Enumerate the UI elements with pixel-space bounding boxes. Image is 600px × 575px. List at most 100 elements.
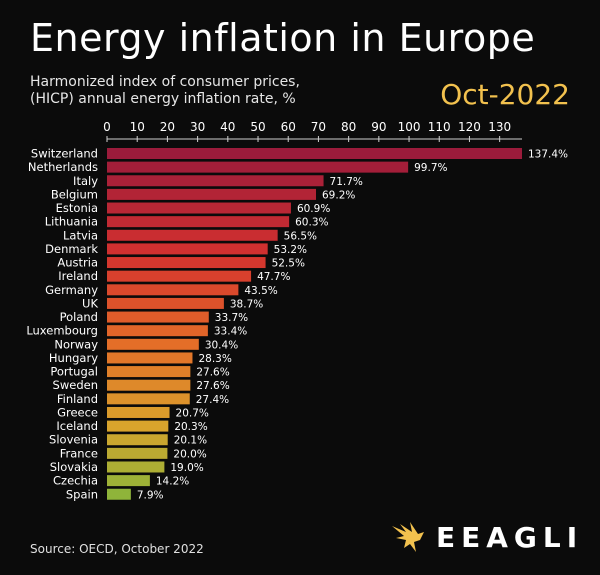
bar [107, 202, 291, 214]
x-tick-label: 10 [130, 120, 145, 134]
category-label: Norway [54, 337, 98, 351]
logo-text: EEAGLI [436, 520, 584, 554]
category-label: Iceland [56, 419, 98, 433]
bar [107, 420, 169, 432]
subtitle-line-2: (HICP) annual energy inflation rate, % [30, 91, 296, 107]
bar [107, 393, 190, 405]
bar [107, 338, 199, 350]
value-label: 19.0% [170, 462, 203, 474]
category-label: Belgium [51, 187, 98, 201]
bar [107, 352, 193, 364]
value-label: 7.9% [137, 489, 164, 501]
bar [107, 379, 191, 391]
value-label: 30.4% [205, 339, 238, 351]
category-label: Poland [60, 310, 98, 324]
bar [107, 406, 170, 418]
category-label: Hungary [49, 351, 98, 365]
x-tick-label: 100 [398, 120, 421, 134]
category-label: Luxembourg [26, 324, 98, 338]
value-label: 60.3% [295, 217, 328, 229]
bars-group [107, 148, 522, 500]
category-label: Austria [57, 256, 98, 270]
bar [107, 270, 252, 282]
category-label: Ireland [58, 269, 98, 283]
category-label: Lithuania [45, 215, 98, 229]
bar [107, 475, 150, 487]
category-label: Czechia [53, 474, 98, 488]
category-label: Greece [57, 405, 98, 419]
source-note: Source: OECD, October 2022 [30, 542, 204, 556]
value-label: 28.3% [198, 353, 231, 365]
bar [107, 284, 239, 296]
bar [107, 148, 522, 159]
bar-chart: 0 10 20 30 40 50 60 70 80 90 100 110 120 130 Switzerl… [26, 120, 568, 502]
x-tick-label: 20 [160, 120, 175, 134]
value-label: 52.5% [272, 258, 305, 270]
category-label: Germany [45, 283, 98, 297]
value-label: 137.4% [528, 149, 568, 161]
category-label: Estonia [56, 201, 98, 215]
bar [107, 229, 278, 241]
value-label: 47.7% [257, 271, 290, 283]
bar [107, 188, 317, 200]
chart-title: Energy inflation in Europe [30, 16, 536, 60]
value-labels: 137.4% 99.7% 71.7%69.2% 60.9% 60.3%56.5% 53.2… [137, 149, 568, 502]
bar [107, 175, 324, 187]
value-label: 33.4% [214, 326, 247, 338]
category-label: UK [82, 296, 98, 310]
category-label: Slovakia [50, 460, 98, 474]
bar [107, 366, 191, 378]
x-tick-label: 50 [250, 120, 265, 134]
value-label: 56.5% [284, 230, 317, 242]
value-label: 71.7% [330, 176, 363, 188]
value-label: 27.6% [196, 380, 229, 392]
subtitle-line-1: Harmonized index of consumer prices, [30, 74, 300, 90]
x-tick-label: 60 [281, 120, 296, 134]
x-tick-label: 70 [311, 120, 326, 134]
value-label: 20.7% [176, 407, 209, 419]
eagle-icon [392, 522, 424, 552]
category-label: Latvia [63, 228, 98, 242]
value-label: 27.4% [196, 394, 229, 406]
bar [107, 216, 290, 228]
date-label: Oct-2022 [440, 78, 570, 111]
bar [107, 243, 268, 255]
bar [107, 257, 266, 269]
x-tick-label: 40 [220, 120, 235, 134]
bar [107, 311, 209, 323]
value-label: 43.5% [244, 285, 277, 297]
value-label: 53.2% [274, 244, 307, 256]
category-label: Spain [66, 487, 98, 501]
x-tick-label: 130 [488, 120, 511, 134]
category-label: Slovenia [49, 433, 98, 447]
category-label: Switzerland [31, 147, 98, 161]
value-label: 27.6% [196, 367, 229, 379]
value-label: 20.0% [173, 448, 206, 460]
brand-logo: EEAGLI [390, 518, 583, 556]
x-tick-label: 120 [458, 120, 481, 134]
bar [107, 447, 168, 459]
value-label: 14.2% [156, 476, 189, 488]
category-label: Portugal [50, 365, 98, 379]
bar [107, 461, 165, 473]
x-tick-label: 30 [190, 120, 205, 134]
x-tick-label: 90 [371, 120, 386, 134]
category-label: France [60, 446, 98, 460]
x-tick-label: 80 [341, 120, 356, 134]
x-tick-label: 0 [103, 120, 111, 134]
category-label: Finland [57, 392, 98, 406]
bar [107, 161, 409, 173]
x-axis: 0 10 20 30 40 50 60 70 80 90 100 110 120 130 [103, 120, 522, 142]
category-label: Denmark [45, 242, 98, 256]
chart-subtitle: Harmonized index of consumer prices, (HI… [30, 74, 300, 108]
bar [107, 434, 168, 446]
bar [107, 488, 131, 500]
value-label: 38.7% [230, 298, 263, 310]
value-label: 69.2% [322, 189, 355, 201]
category-label: Sweden [53, 378, 98, 392]
bar [107, 297, 224, 309]
value-label: 20.3% [174, 421, 207, 433]
category-label: Italy [73, 174, 98, 188]
category-labels: SwitzerlandNetherlandsItalyBelgiumEstoni… [26, 147, 98, 502]
value-label: 20.1% [174, 435, 207, 447]
